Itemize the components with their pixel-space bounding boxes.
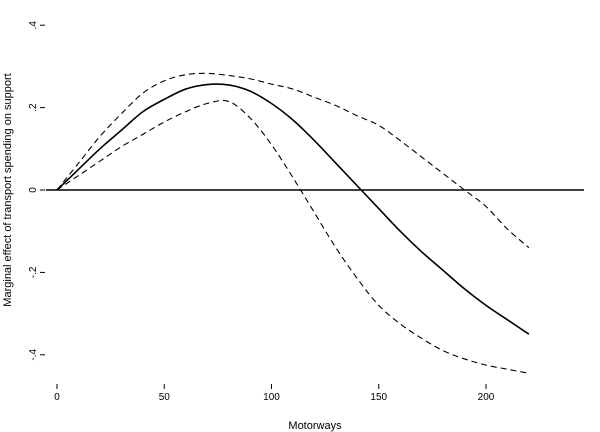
y-tick-label: .2: [28, 103, 39, 112]
y-tick-label: -.2: [28, 266, 39, 278]
x-tick-label: 200: [478, 392, 495, 403]
series-lines: [56, 72, 530, 374]
marginal-effect-line: [56, 83, 530, 335]
x-tick-label: 100: [263, 392, 280, 403]
x-axis: 0 50 100 150 200: [54, 384, 495, 403]
lower-ci-line: [56, 99, 530, 374]
x-tick-label: 0: [54, 392, 60, 403]
y-axis: -.4 -.2 0 .2 .4: [28, 21, 45, 361]
x-axis-label: Motorways: [288, 420, 342, 432]
x-tick-label: 50: [159, 392, 171, 403]
upper-ci-line: [56, 72, 530, 249]
y-tick-label: 0: [28, 187, 39, 193]
y-tick-label: .4: [28, 21, 39, 30]
x-tick-label: 150: [370, 392, 387, 403]
y-tick-label: -.4: [28, 349, 39, 361]
y-axis-label: Marginal effect of transport spending on…: [2, 73, 14, 306]
